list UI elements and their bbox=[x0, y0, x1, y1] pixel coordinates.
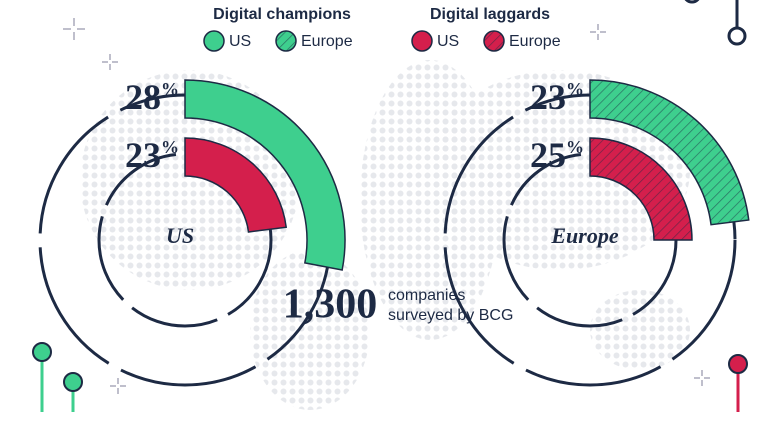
value-unit: % bbox=[161, 79, 179, 99]
arc-bar bbox=[589, 79, 750, 226]
value-unit: % bbox=[161, 137, 179, 157]
value-unit: % bbox=[566, 137, 584, 157]
legend-title: Digital champions bbox=[213, 6, 351, 23]
ring-label: Europe bbox=[550, 223, 618, 248]
legend-swatch bbox=[203, 30, 225, 52]
legend-swatch bbox=[483, 30, 505, 52]
value-label: 28% bbox=[125, 77, 179, 117]
value-label: 25% bbox=[530, 135, 584, 175]
dashed-ring bbox=[97, 152, 273, 328]
annotation-figure: 1,300 bbox=[283, 282, 378, 328]
legend-label: Europe bbox=[301, 33, 353, 50]
value-number: 25 bbox=[530, 135, 566, 175]
ring-label: US bbox=[166, 223, 194, 248]
legend-title: Digital laggards bbox=[430, 6, 550, 23]
value-number: 23 bbox=[530, 77, 566, 117]
legend-label: US bbox=[229, 33, 251, 50]
annotation-text: companies bbox=[388, 287, 465, 304]
annotation-text: surveyed by BCG bbox=[388, 307, 513, 324]
value-unit: % bbox=[566, 79, 584, 99]
arc-bar bbox=[589, 137, 693, 241]
arc-bar bbox=[184, 79, 346, 271]
pins bbox=[32, 0, 748, 412]
legend-swatch bbox=[411, 30, 433, 52]
value-number: 23 bbox=[125, 135, 161, 175]
legend-label: Europe bbox=[509, 33, 561, 50]
value-number: 28 bbox=[125, 77, 161, 117]
value-label: 23% bbox=[125, 135, 179, 175]
value-label: 23% bbox=[530, 77, 584, 117]
decorations bbox=[63, 18, 710, 394]
legend-label: US bbox=[437, 33, 459, 50]
legend-swatch bbox=[275, 30, 297, 52]
arc-bar bbox=[184, 137, 288, 233]
